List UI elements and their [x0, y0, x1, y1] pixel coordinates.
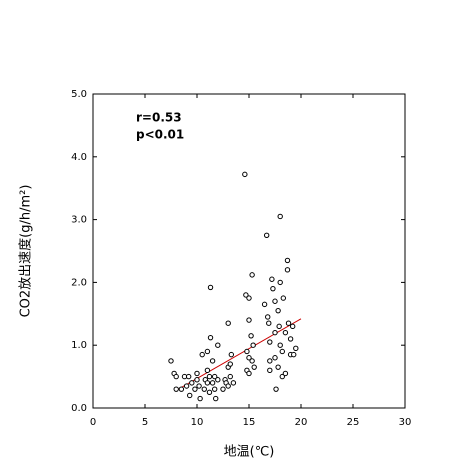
x-axis-label: 地温(℃)	[224, 445, 275, 460]
point	[267, 339, 273, 345]
point	[279, 373, 285, 380]
x-tick-label: 5	[142, 417, 148, 428]
point	[194, 370, 200, 377]
point	[287, 336, 294, 342]
point	[201, 386, 207, 392]
y-tick-label: 5.0	[71, 89, 87, 100]
point	[267, 358, 273, 364]
point	[273, 386, 279, 392]
point	[267, 367, 273, 374]
point	[215, 377, 221, 383]
point	[249, 272, 255, 278]
point	[207, 334, 214, 341]
point	[196, 383, 202, 389]
x-tick-label: 25	[347, 417, 360, 428]
point	[243, 292, 249, 298]
point	[270, 285, 276, 292]
point	[285, 320, 292, 326]
y-tick-label: 0.0	[71, 403, 87, 414]
point	[183, 383, 190, 389]
point	[275, 307, 281, 314]
point	[189, 380, 195, 386]
point	[220, 386, 226, 392]
point	[211, 373, 218, 380]
point	[244, 348, 250, 355]
point	[213, 395, 219, 402]
point	[211, 386, 218, 392]
point	[187, 392, 193, 399]
point	[272, 298, 278, 304]
y-tick-label: 2.0	[71, 277, 87, 288]
point	[230, 380, 237, 386]
point	[272, 329, 278, 336]
point	[250, 342, 256, 348]
point	[289, 323, 296, 330]
annotation: r=0.53	[136, 111, 182, 125]
point	[227, 361, 233, 367]
point	[204, 367, 211, 374]
y-tick-label: 4.0	[71, 152, 87, 163]
y-tick-label: 3.0	[71, 215, 87, 226]
point	[280, 295, 287, 301]
point	[279, 348, 285, 355]
point	[249, 358, 255, 364]
point	[248, 333, 254, 339]
x-tick-label: 20	[295, 417, 308, 428]
point	[293, 345, 299, 352]
point	[173, 373, 179, 380]
point	[173, 386, 179, 392]
point	[246, 317, 252, 323]
point	[261, 301, 268, 308]
point	[206, 389, 213, 395]
point	[178, 386, 185, 392]
annotation: p<0.01	[136, 128, 184, 142]
point	[204, 380, 211, 386]
x-tick-label: 0	[90, 417, 96, 428]
point	[242, 171, 248, 178]
point	[185, 373, 192, 380]
point	[284, 267, 291, 273]
point	[282, 329, 289, 336]
point	[282, 370, 289, 377]
x-tick-label: 15	[243, 417, 256, 428]
point	[246, 370, 252, 377]
point	[277, 342, 283, 348]
point	[194, 377, 200, 383]
point	[225, 320, 231, 326]
point	[227, 373, 233, 380]
point	[207, 284, 214, 291]
point	[284, 257, 291, 264]
point	[206, 373, 213, 380]
point	[277, 279, 283, 286]
point	[277, 213, 283, 220]
x-tick-label: 10	[191, 417, 204, 428]
point	[168, 358, 174, 364]
point	[263, 232, 270, 239]
point	[199, 351, 205, 358]
point	[225, 383, 231, 389]
point	[215, 342, 221, 348]
point	[209, 358, 216, 364]
point	[272, 355, 278, 361]
point	[246, 295, 252, 301]
point	[204, 348, 211, 355]
point	[209, 380, 216, 386]
point	[266, 320, 272, 326]
point	[265, 314, 271, 320]
point	[228, 351, 235, 358]
point	[251, 364, 257, 370]
point	[269, 276, 275, 282]
point	[276, 323, 282, 330]
x-tick-label: 30	[399, 417, 412, 428]
point	[291, 351, 297, 358]
y-axis-label: CO2放出速度(g/h/m²)	[18, 185, 34, 318]
point	[197, 395, 203, 402]
point	[246, 355, 252, 361]
point	[192, 386, 198, 392]
y-tick-label: 1.0	[71, 340, 87, 351]
point	[275, 364, 281, 370]
